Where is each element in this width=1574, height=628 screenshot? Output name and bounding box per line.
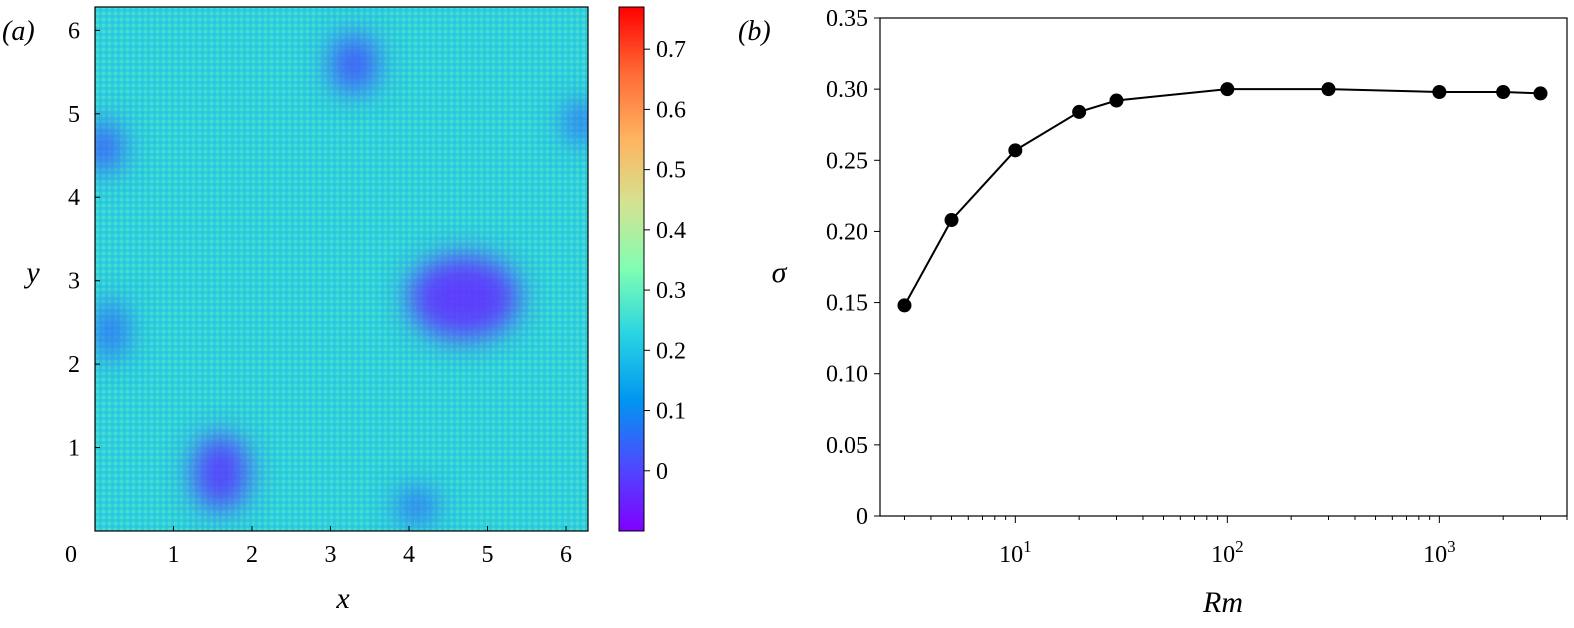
colorbar-tick-label: 0.5 [656,158,686,184]
y-tick-label: 3 [68,269,80,295]
colorbar-tick-label: 0.7 [656,37,686,63]
x-tick-label: 6 [560,542,572,568]
y-tick-label: 0.20 [826,219,868,245]
series-sigma-vs-rm [897,82,1548,313]
x-tick-label: 102 [1211,537,1244,568]
y-tick-label: 0.25 [826,148,868,174]
panel-b: (b) 00.050.100.150.200.250.300.35 101 102… [738,6,1568,619]
heatmap-region-2 [330,34,378,93]
x-tick-label: 0 [65,542,77,568]
y-tick-label: 0.30 [826,77,868,103]
data-point [1321,82,1336,97]
colorbar-ticks: 0 0.1 0.2 0.3 0.4 0.5 0.6 0.7 [644,37,686,485]
x-tick-label: 1 [168,542,180,568]
heatmap-features [95,34,588,523]
panel-a-xlabel: x [335,582,350,615]
y-tick-label: 0.05 [826,433,868,459]
y-tick-label: 4 [68,185,80,211]
x-tick-label: 5 [482,542,494,568]
data-point [1220,82,1235,97]
colorbar-tick-label: 0.4 [656,218,686,244]
x-tick-base: 10 [1211,542,1235,568]
y-tick-label: 0 [856,504,868,530]
panel-a-ylabel: y [23,256,40,289]
panel-b-ylabel: σ [772,256,788,289]
x-tick-label: 2 [246,542,258,568]
heatmap-region-1 [193,435,249,511]
data-point [944,213,959,228]
y-tick-label: 2 [68,352,80,378]
heatmap-region-6 [397,489,437,523]
plot-b-frame [879,17,1568,517]
y-tick-label: 0.10 [826,362,868,388]
heatmap-region-4 [566,101,588,144]
x-tick-label: 103 [1423,537,1456,568]
series-line [903,88,1541,306]
data-point [1072,104,1087,119]
heatmap-texture [95,7,588,531]
y-tick-label: 1 [68,436,80,462]
colorbar-tick-label: 0.2 [656,338,686,364]
data-point [1008,143,1023,158]
x-tick-label: 4 [403,542,415,568]
heatmap [95,7,588,531]
data-point [1432,84,1447,99]
colorbar-tick-label: 0.6 [656,97,686,123]
panel-b-y-ticks: 0 0.05 0.10 0.15 0.20 0.25 0.30 0.35 [826,6,880,530]
y-tick-label: 0.35 [826,6,868,32]
x-tick-label: 3 [325,542,337,568]
x-tick-exponent: 1 [1023,537,1032,556]
x-tick-exponent: 3 [1447,537,1456,556]
colorbar-tick-label: 0 [656,459,668,485]
colorbar-tick-label: 0.1 [656,399,686,425]
x-tick-exponent: 2 [1235,537,1244,556]
heatmap-region-0 [409,255,519,340]
y-tick-label: 6 [68,18,80,44]
panel-a-y-ticks: 1 2 3 4 5 6 [68,18,100,462]
colorbar-bar [618,6,645,532]
panel-b-xlabel: Rm [1202,586,1243,619]
heatmap-region-5 [95,301,127,360]
data-point [1109,93,1124,108]
panel-b-x-ticks: 101 102 103 [903,516,1568,568]
heatmap-region-3 [95,122,123,173]
heatmap-frame [94,6,589,532]
panel-a-label: (a) [2,16,35,47]
x-tick-base: 10 [1423,542,1447,568]
data-point [897,298,912,313]
data-point [1533,86,1548,101]
data-point [1496,84,1511,99]
panel-b-label: (b) [738,16,771,47]
panel-a-x-ticks: 0 1 2 3 4 5 6 [65,526,572,568]
colorbar: 0 0.1 0.2 0.3 0.4 0.5 0.6 0.7 [618,6,686,532]
x-tick-label: 101 [999,537,1032,568]
y-tick-label: 0.15 [826,291,868,317]
y-tick-label: 5 [68,102,80,128]
colorbar-tick-label: 0.3 [656,278,686,304]
x-tick-base: 10 [999,542,1023,568]
